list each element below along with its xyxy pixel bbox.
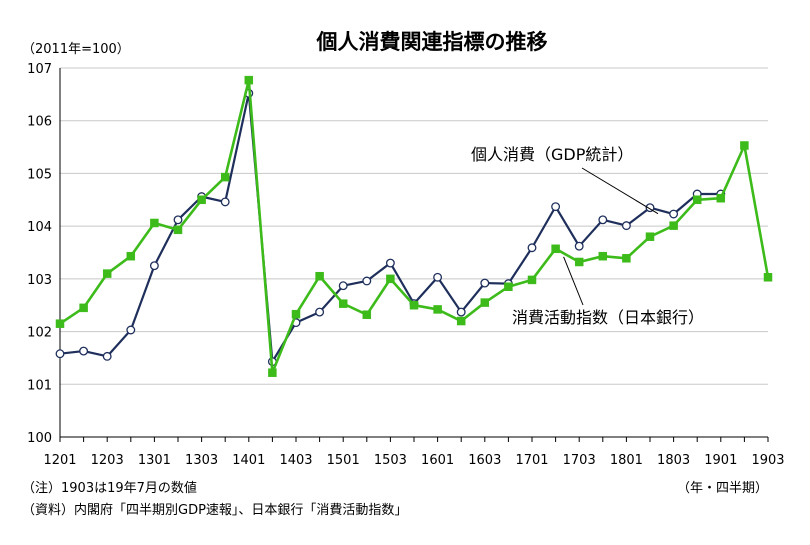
x-tick-label: 1703	[563, 453, 596, 468]
data-point	[456, 307, 466, 317]
data-point	[480, 278, 490, 288]
data-point	[315, 271, 324, 281]
data-point	[740, 141, 749, 150]
data-point	[456, 316, 466, 326]
data-point	[79, 303, 88, 313]
data-point	[55, 319, 65, 328]
data-point	[197, 195, 206, 205]
data-point	[55, 349, 65, 359]
data-point	[574, 257, 584, 267]
data-point	[150, 218, 159, 228]
annotation-boj: 消費活動指数（日本銀行）	[512, 308, 704, 327]
data-point	[220, 172, 230, 182]
annotations: 個人消費（GDP統計） 消費活動指数（日本銀行）	[471, 145, 704, 327]
data-point	[362, 310, 372, 319]
x-axis-unit-label: （年・四半期）	[677, 481, 768, 496]
data-point	[763, 273, 773, 282]
y-tick-label: 100	[27, 431, 52, 446]
data-point	[716, 193, 726, 203]
y-tick-label: 103	[27, 273, 52, 288]
x-tick-label: 1803	[657, 453, 690, 468]
note-line-1: （注）1903は19年7月の数値	[22, 480, 197, 496]
data-point	[527, 243, 537, 253]
x-tick-label: 1901	[704, 453, 737, 468]
annotation-leader-boj	[563, 256, 584, 306]
data-point	[574, 241, 584, 251]
data-point	[527, 275, 537, 285]
x-tick-label: 1303	[185, 453, 218, 468]
data-point	[433, 272, 443, 282]
data-point	[386, 274, 395, 284]
x-tick-label: 1201	[43, 453, 76, 468]
y-tick-label: 101	[27, 378, 52, 393]
x-tick-label: 1403	[279, 453, 312, 468]
data-point	[244, 75, 254, 85]
data-point	[102, 351, 112, 361]
y-tick-label: 105	[27, 167, 52, 182]
data-point	[338, 299, 348, 308]
data-point	[669, 221, 678, 230]
x-tick-label: 1501	[327, 453, 360, 468]
data-point	[692, 195, 702, 205]
data-point	[551, 202, 561, 212]
series-2	[55, 75, 773, 377]
annotation-gdp: 個人消費（GDP統計）	[471, 145, 633, 164]
data-point	[291, 309, 301, 319]
data-point	[79, 346, 89, 356]
data-point	[126, 251, 136, 261]
data-point	[622, 254, 631, 263]
data-point	[480, 298, 490, 307]
data-point	[173, 225, 183, 235]
data-point	[220, 197, 230, 207]
data-point	[504, 282, 513, 292]
x-tick-label: 1503	[374, 453, 407, 468]
data-point	[645, 232, 655, 241]
data-point	[385, 258, 395, 268]
data-point	[338, 281, 348, 291]
x-tick-label: 1701	[515, 453, 548, 468]
data-point	[621, 221, 631, 231]
data-point	[173, 215, 183, 225]
y-tick-label: 102	[27, 326, 52, 341]
y-tick-label: 106	[27, 115, 52, 130]
data-point	[126, 325, 136, 335]
x-tick-labels: 1201 1203 1301 1303 1401 1403 1501 1503 1601 1603…	[43, 453, 784, 468]
annotation-leader-gdp	[581, 167, 659, 215]
data-point	[102, 269, 112, 278]
data-point	[551, 244, 560, 254]
data-point	[268, 368, 277, 377]
x-tick-label: 1801	[610, 453, 643, 468]
data-point	[598, 215, 608, 225]
data-point	[362, 276, 372, 286]
data-point	[409, 300, 419, 310]
chart-title: 個人消費関連指標の推移	[316, 30, 548, 54]
data-point	[315, 307, 325, 317]
unit-label: （2011年=100）	[22, 42, 130, 57]
x-tick-label: 1203	[91, 453, 124, 468]
y-tick-labels: 100 101 102 103 104 105 106 107	[27, 62, 52, 446]
axes	[59, 68, 769, 442]
x-tick-label: 1903	[751, 453, 784, 468]
note-line-2: （資料）内閣府「四半期別GDP速報」、日本銀行「消費活動指数」	[22, 502, 407, 518]
data-point	[149, 261, 159, 271]
y-tick-label: 107	[27, 62, 52, 77]
series-group	[55, 75, 773, 377]
x-tick-label: 1601	[421, 453, 454, 468]
data-point	[669, 209, 679, 219]
x-tick-label: 1603	[468, 453, 501, 468]
y-tick-label: 104	[27, 220, 52, 235]
data-point	[598, 251, 608, 261]
x-tick-label: 1401	[232, 453, 265, 468]
x-tick-label: 1301	[138, 453, 171, 468]
data-point	[433, 305, 442, 314]
